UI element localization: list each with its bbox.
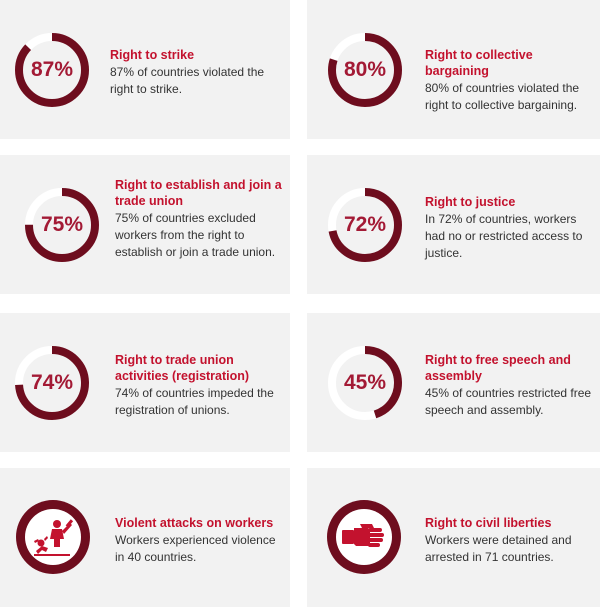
card-title: Right to strike	[110, 48, 195, 62]
percent-label: 72%	[343, 213, 387, 236]
percent-label: 74%	[30, 371, 74, 394]
ring-progress-arc	[328, 188, 402, 262]
card-right-to-establish-union: 75% Right to establish and join a trade …	[0, 155, 290, 294]
percent-label: 75%	[40, 213, 84, 236]
ring-svg	[328, 188, 402, 262]
card-title: Right to trade union activities (registr…	[115, 353, 250, 383]
ring-progress-arc	[328, 346, 402, 420]
card-violent-attacks: Violent attacks on workers Workers exper…	[0, 468, 290, 607]
card-title: Right to free speech and assembly	[425, 353, 571, 383]
fist-icon	[342, 524, 384, 547]
card-title: Violent attacks on workers	[115, 516, 274, 530]
ring-svg	[328, 346, 402, 420]
ring-svg	[15, 33, 89, 107]
ring-progress-arc	[328, 33, 402, 107]
card-right-to-justice: 72% Right to justice In 72% of countries…	[307, 155, 600, 294]
card-trade-union-registration: 74% Right to trade union activities (reg…	[0, 313, 290, 452]
ring-svg	[15, 346, 89, 420]
card-title: Right to establish and join a trade unio…	[115, 178, 282, 208]
card-title: Right to justice	[425, 195, 516, 209]
card-right-to-strike: 87% Right to strike 87% of countries vio…	[0, 0, 290, 139]
percent-label: 45%	[343, 371, 387, 394]
card-description: Workers were detained and arrested in 71…	[425, 533, 572, 564]
card-description: 74% of countries impeded the registratio…	[115, 386, 274, 417]
ring-progress-arc	[15, 346, 89, 420]
card-free-speech-assembly: 45% Right to free speech and assembly 45…	[307, 313, 600, 452]
card-description: In 72% of countries, workers had no or r…	[425, 212, 583, 260]
violence-icon	[34, 519, 74, 556]
percent-ring: 72%	[327, 187, 403, 263]
ring-svg	[328, 33, 402, 107]
card-description: Workers experienced violence in 40 count…	[115, 533, 276, 564]
fist-badge	[327, 500, 401, 574]
percent-label: 80%	[343, 58, 387, 81]
card-description: 45% of countries restricted free speech …	[425, 386, 592, 417]
ring-svg	[25, 188, 99, 262]
card-right-to-collective-bargaining: 80% Right to collective bargaining 80% o…	[307, 0, 600, 139]
card-description: 87% of countries violated the right to s…	[110, 65, 265, 96]
percent-ring: 74%	[14, 345, 90, 421]
violence-badge	[16, 500, 90, 574]
card-description: 75% of countries excluded workers from t…	[115, 211, 276, 259]
percent-ring: 80%	[327, 32, 403, 108]
ring-progress-arc	[15, 33, 89, 107]
percent-label: 87%	[30, 58, 74, 81]
card-title: Right to collective bargaining	[425, 48, 533, 78]
card-civil-liberties: Right to civil liberties Workers were de…	[307, 468, 600, 607]
percent-ring: 75%	[24, 187, 100, 263]
percent-ring: 87%	[14, 32, 90, 108]
percent-ring: 45%	[327, 345, 403, 421]
ring-progress-arc	[25, 188, 99, 262]
card-description: 80% of countries violated the right to c…	[425, 81, 580, 112]
card-title: Right to civil liberties	[425, 516, 552, 530]
